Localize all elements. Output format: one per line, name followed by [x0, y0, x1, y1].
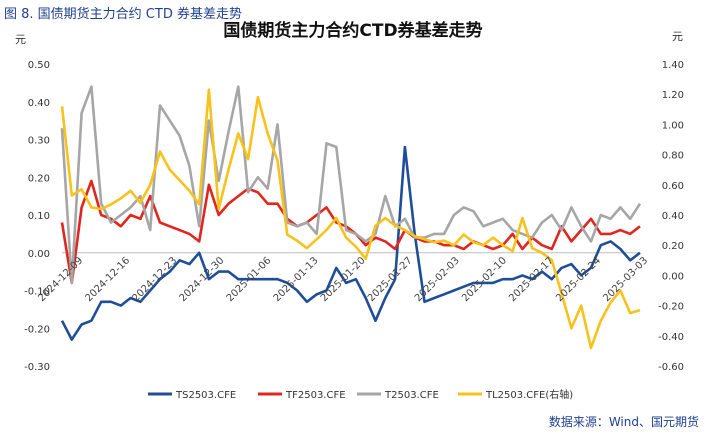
x-tick-label: 2025-02-24 — [554, 255, 603, 304]
left-tick-label: 0.50 — [28, 60, 50, 71]
x-tick-label: 2025-01-27 — [366, 255, 415, 304]
right-tick-label: 0.60 — [662, 181, 684, 192]
right-tick-label: 0.80 — [662, 151, 684, 162]
right-tick-label: 1.00 — [662, 120, 684, 131]
left-tick-label: 0.40 — [28, 98, 50, 109]
chart-title: 国债期货主力合约CTD券基差走势 — [223, 20, 482, 41]
series-line-3 — [60, 85, 642, 285]
left-tick-label: 0.00 — [28, 249, 50, 260]
legend-label: TL2503.CFE(右轴) — [485, 388, 573, 401]
x-tick-label: 2025-03-03 — [601, 255, 650, 304]
x-tick-label: 2025-01-20 — [319, 255, 368, 304]
right-tick-label: 0.40 — [662, 211, 684, 222]
right-axis-ticks: 1.40 1.20 1.00 0.80 0.60 0.40 0.20 0.00 -0.20 -0.… — [658, 60, 684, 373]
right-tick-label: -0.60 — [658, 362, 684, 373]
legend-label: T2503.CFE — [384, 390, 439, 401]
source-note: 数据来源：Wind、国元期货 — [548, 415, 699, 429]
right-tick-label: 1.40 — [662, 60, 684, 71]
left-tick-label: -0.20 — [24, 324, 50, 335]
series-lines — [60, 85, 642, 350]
right-tick-label: 0.20 — [662, 241, 684, 252]
left-tick-label: -0.10 — [24, 287, 50, 298]
legend-label: TF2503.CFE — [285, 390, 346, 401]
left-tick-label: -0.30 — [24, 362, 50, 373]
legend: TS2503.CFE TF2503.CFE T2503.CFE TL2503.CFE(… — [148, 388, 573, 401]
left-axis-unit: 元 — [15, 33, 26, 46]
figure-caption: 图 8. 国债期货主力合约 CTD 券基差走势 — [4, 7, 242, 22]
series-line-4 — [60, 88, 641, 350]
right-tick-label: -0.40 — [658, 332, 684, 343]
series-line-1 — [60, 145, 641, 341]
legend-label: TS2503.CFE — [175, 390, 236, 401]
x-tick-label: 2024-12-09 — [36, 255, 85, 304]
left-tick-label: 0.30 — [28, 136, 50, 147]
left-axis-ticks: 0.50 0.40 0.30 0.20 0.10 0.00 -0.10 -0.20 -0.30 — [24, 60, 50, 373]
x-tick-label: 2024-12-23 — [131, 255, 180, 304]
x-tick-label: 2024-12-16 — [83, 255, 132, 304]
right-tick-label: -0.20 — [658, 302, 684, 313]
right-tick-label: 1.20 — [662, 90, 684, 101]
right-tick-label: 0.00 — [662, 271, 684, 282]
series-line-2 — [60, 179, 641, 285]
left-tick-label: 0.10 — [28, 211, 50, 222]
right-axis-unit: 元 — [672, 30, 683, 43]
left-tick-label: 0.20 — [28, 173, 50, 184]
